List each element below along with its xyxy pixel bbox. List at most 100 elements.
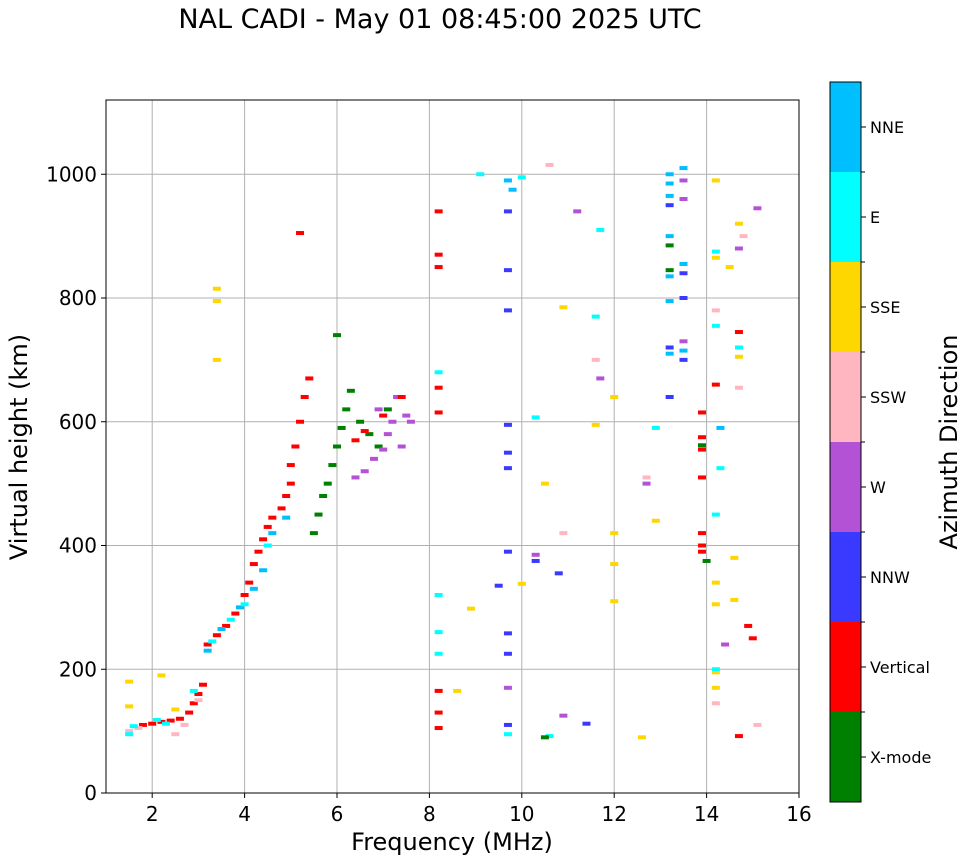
- data-point-vertical: [748, 636, 757, 641]
- data-point-ssw: [194, 698, 203, 703]
- colorbar-segment: [830, 262, 861, 352]
- data-point-vertical: [305, 376, 314, 381]
- data-point-e: [476, 172, 485, 177]
- data-point-ssw: [180, 722, 189, 727]
- colorbar-segment: [830, 712, 861, 802]
- data-point-w: [369, 456, 378, 461]
- data-point-ssw: [711, 308, 720, 313]
- data-point-ssw: [642, 475, 651, 480]
- data-point-w: [734, 246, 743, 251]
- data-point-vertical: [157, 719, 166, 724]
- data-point-e: [162, 721, 171, 726]
- data-point-e: [591, 314, 600, 319]
- data-point-vertical: [268, 515, 277, 520]
- data-point-nnw: [665, 345, 674, 350]
- data-point-ssw: [591, 357, 600, 362]
- data-point-vertical: [697, 447, 706, 452]
- data-point-w: [388, 419, 397, 424]
- colorbar-segment: [830, 352, 861, 442]
- data-point-e: [434, 630, 443, 635]
- data-point-vertical: [259, 537, 268, 542]
- data-point-sse: [730, 555, 739, 560]
- data-point-vertical: [263, 524, 272, 529]
- data-point-vertical: [148, 721, 157, 726]
- data-point-w: [753, 206, 762, 211]
- data-point-sse: [157, 673, 166, 678]
- data-point-vertical: [185, 710, 194, 715]
- x-tick-label: 6: [331, 802, 344, 826]
- data-point-sse: [171, 707, 180, 712]
- data-point-vertical: [166, 718, 175, 723]
- colorbar-tick-label: SSE: [870, 298, 900, 317]
- data-point-e: [651, 425, 660, 430]
- data-point-w: [393, 395, 402, 399]
- data-point-nne: [716, 425, 725, 430]
- data-point-e: [711, 323, 720, 328]
- data-point-vertical: [434, 385, 443, 390]
- data-point-nnw: [554, 571, 563, 576]
- data-point-sse: [734, 354, 743, 359]
- colorbar-tick-label: NNW: [870, 568, 910, 587]
- data-point-vertical: [175, 716, 184, 721]
- data-point-ssw: [739, 234, 748, 239]
- data-point-x-mode: [665, 268, 674, 273]
- data-point-nne: [235, 605, 244, 610]
- data-point-vertical: [286, 481, 295, 486]
- data-point-nne: [249, 586, 258, 591]
- data-point-vertical: [199, 682, 208, 687]
- data-point-sse: [125, 679, 134, 684]
- chart-title: NAL CADI - May 01 08:45:00 2025 UTC: [178, 4, 702, 35]
- data-point-sse: [591, 422, 600, 427]
- data-point-x-mode: [365, 432, 374, 437]
- colorbar-frame: [829, 81, 862, 803]
- colorbar-tick-label: NNE: [870, 118, 904, 137]
- data-point-vertical: [434, 710, 443, 715]
- data-point-vertical: [296, 231, 305, 236]
- data-point-sse: [517, 581, 526, 586]
- data-point-vertical: [697, 543, 706, 548]
- x-tick-label: 4: [238, 802, 251, 826]
- data-point-nne: [679, 348, 688, 353]
- data-point-sse: [711, 602, 720, 607]
- data-point-nnw: [665, 203, 674, 208]
- data-point-nne: [679, 261, 688, 266]
- data-point-nnw: [503, 268, 512, 273]
- data-point-ssw: [545, 162, 554, 167]
- data-point-sse: [453, 688, 462, 693]
- colorbar: X-mode Vertical NNW W SSW SSE E NNE: [829, 81, 931, 803]
- data-point-vertical: [697, 531, 706, 536]
- data-point-w: [402, 413, 411, 418]
- data-point-sse: [711, 685, 720, 690]
- data-point-w: [559, 713, 568, 718]
- data-point-w: [642, 481, 651, 486]
- colorbar-label: Azimuth Direction: [935, 335, 963, 550]
- data-point-vertical: [282, 494, 291, 498]
- data-point-x-mode: [314, 512, 323, 517]
- data-point-e: [734, 345, 743, 350]
- data-point-vertical: [138, 722, 147, 727]
- data-point-vertical: [697, 435, 706, 440]
- data-point-w: [573, 209, 582, 214]
- data-point-vertical: [291, 444, 300, 449]
- data-point-w: [351, 475, 360, 480]
- data-point-sse: [725, 265, 734, 270]
- y-tick-label: 1000: [46, 162, 97, 186]
- data-point-ssw: [171, 732, 180, 737]
- data-point-e: [711, 512, 720, 517]
- data-point-e: [545, 734, 554, 739]
- y-tick-label: 200: [59, 657, 97, 681]
- data-point-vertical: [434, 410, 443, 415]
- data-point-e: [711, 249, 720, 254]
- data-point-nnw: [503, 631, 512, 636]
- data-point-w: [360, 469, 369, 474]
- data-point-e: [503, 732, 512, 737]
- data-point-vertical: [434, 726, 443, 731]
- data-point-sse: [610, 599, 619, 604]
- data-point-nnw: [503, 651, 512, 656]
- data-point-sse: [730, 597, 739, 602]
- data-point-vertical: [212, 633, 221, 638]
- data-point-nnw: [503, 308, 512, 313]
- x-tick-label: 10: [509, 802, 534, 826]
- data-point-nne: [679, 166, 688, 171]
